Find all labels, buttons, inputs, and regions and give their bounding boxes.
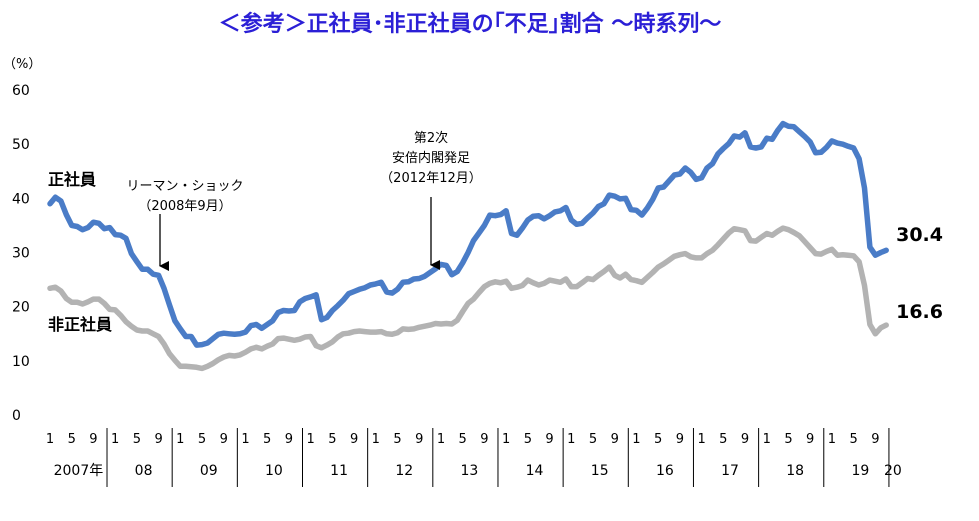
- x-month-tick-label: 1: [763, 432, 771, 447]
- x-year-label: 17: [721, 463, 739, 479]
- x-year-label: 15: [591, 463, 609, 479]
- x-month-tick-label: 1: [567, 432, 575, 447]
- annotation-lehman-shock-text: （2008年9月）: [138, 199, 231, 214]
- x-month-tick-label: 1: [828, 432, 836, 447]
- x-month-tick-label: 9: [350, 432, 358, 447]
- y-tick-label: 10: [12, 354, 30, 370]
- x-year-label: 09: [200, 463, 218, 479]
- x-month-tick-label: 9: [285, 432, 293, 447]
- x-month-tick-label: 5: [328, 432, 336, 447]
- x-month-tick-label: 9: [154, 432, 162, 447]
- x-month-tick-label: 1: [632, 432, 640, 447]
- x-month-tick-label: 1: [111, 432, 119, 447]
- x-year-label: 18: [786, 463, 804, 479]
- x-month-tick-label: 1: [697, 432, 705, 447]
- series-line-regular-employees: [47, 120, 889, 348]
- x-year-label: 08: [135, 463, 153, 479]
- y-axis-ticks: 60 50 40 30 20 10 0: [12, 83, 30, 424]
- x-month-tick-label: 9: [89, 432, 97, 447]
- x-month-tick-label: 5: [68, 432, 76, 447]
- x-year-label: 2007年: [54, 463, 104, 479]
- x-month-tick-label: 1: [437, 432, 445, 447]
- x-month-tick-label: 5: [589, 432, 597, 447]
- x-year-label: 14: [526, 463, 544, 479]
- series-line-non-regular-employees: [47, 225, 889, 372]
- x-month-tick-label: 9: [676, 432, 684, 447]
- y-tick-label: 0: [12, 408, 21, 424]
- x-month-tick-label: 5: [263, 432, 271, 447]
- x-month-tick-label: 9: [545, 432, 553, 447]
- end-value-label-non-regular-employees: 16.6: [896, 301, 943, 323]
- x-year-label: 10: [265, 463, 283, 479]
- x-month-tick-label: 5: [524, 432, 532, 447]
- x-month-tick-label: 9: [871, 432, 879, 447]
- x-month-tick-label: 9: [806, 432, 814, 447]
- x-month-tick-label: 9: [480, 432, 488, 447]
- y-tick-label: 60: [12, 83, 30, 99]
- x-month-tick-label: 5: [784, 432, 792, 447]
- chart-title: ＜参考＞正社員･非正社員の｢不足｣割合 ～時系列～: [219, 11, 722, 37]
- x-year-label: 12: [395, 463, 413, 479]
- x-month-tick-label: 9: [415, 432, 423, 447]
- x-year-label: 20: [884, 463, 902, 479]
- x-year-label: 19: [851, 463, 869, 479]
- x-month-tick-label: 5: [654, 432, 662, 447]
- series-name-non-regular-employees: 非正社員: [48, 315, 112, 334]
- y-unit-label: （%）: [3, 57, 41, 72]
- annotation-abe-cabinet-text: （2012年12月）: [380, 171, 482, 186]
- x-month-tick-label: 1: [306, 432, 314, 447]
- x-month-tick-label: 5: [459, 432, 467, 447]
- y-tick-label: 50: [12, 137, 30, 153]
- x-month-tick-label: 5: [849, 432, 857, 447]
- x-month-tick-label: 1: [46, 432, 54, 447]
- x-month-tick-label: 9: [611, 432, 619, 447]
- series-lines: [47, 120, 889, 372]
- x-month-tick-label: 1: [176, 432, 184, 447]
- x-year-label: 13: [460, 463, 478, 479]
- x-month-tick-label: 5: [198, 432, 206, 447]
- y-tick-label: 30: [12, 246, 30, 262]
- x-month-tick-label: 5: [719, 432, 727, 447]
- annotation-lehman-shock-text: リーマン・ショック: [126, 179, 243, 194]
- x-month-tick-label: 5: [133, 432, 141, 447]
- y-tick-label: 40: [12, 191, 30, 207]
- annotation-abe-cabinet-text: 安倍内閣発足: [392, 150, 470, 166]
- x-year-label: 11: [330, 463, 348, 479]
- x-month-tick-label: 9: [741, 432, 749, 447]
- x-month-tick-label: 1: [502, 432, 510, 447]
- x-year-label: 16: [656, 463, 674, 479]
- y-tick-label: 20: [12, 300, 30, 316]
- x-month-tick-label: 5: [393, 432, 401, 447]
- x-month-tick-label: 1: [241, 432, 249, 447]
- annotation-abe-cabinet-text: 第2次: [414, 130, 448, 146]
- x-month-tick-label: 9: [220, 432, 228, 447]
- x-month-tick-label: 1: [372, 432, 380, 447]
- end-value-label-regular-employees: 30.4: [896, 224, 943, 246]
- series-name-regular-employees: 正社員: [48, 170, 96, 189]
